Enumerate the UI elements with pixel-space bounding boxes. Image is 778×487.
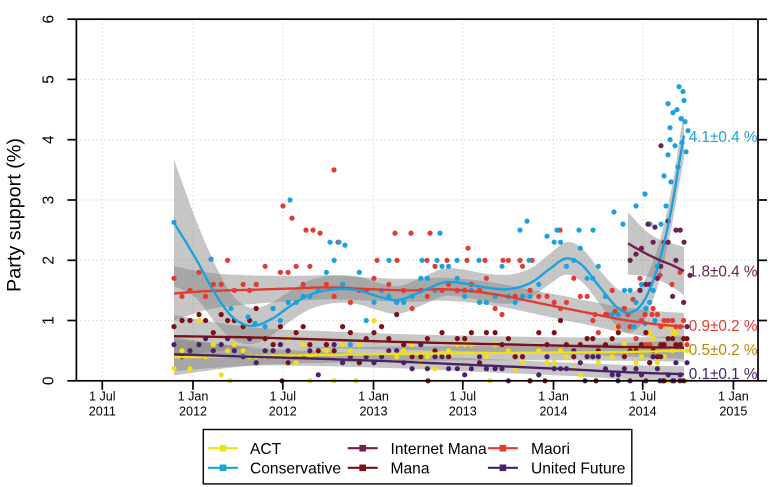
svg-text:1 Jan: 1 Jan	[718, 389, 749, 403]
svg-text:0.5±0.2 %: 0.5±0.2 %	[689, 342, 758, 359]
svg-text:Conservative: Conservative	[250, 461, 341, 478]
svg-text:2013: 2013	[449, 404, 477, 418]
svg-text:0.1±0.1 %: 0.1±0.1 %	[689, 366, 758, 383]
svg-text:2015: 2015	[719, 404, 747, 418]
svg-text:1 Jan: 1 Jan	[538, 389, 569, 403]
svg-text:Party support (%): Party support (%)	[4, 138, 26, 292]
svg-text:1 Jul: 1 Jul	[89, 389, 116, 403]
svg-text:Mana: Mana	[391, 461, 430, 478]
svg-text:1: 1	[41, 316, 58, 325]
svg-text:1.8±0.4 %: 1.8±0.4 %	[689, 264, 758, 281]
svg-text:0.9±0.2 %: 0.9±0.2 %	[689, 318, 758, 335]
svg-text:2014: 2014	[539, 404, 567, 418]
svg-text:2014: 2014	[629, 404, 657, 418]
svg-text:ACT: ACT	[250, 441, 282, 458]
svg-text:2012: 2012	[269, 404, 297, 418]
svg-text:6: 6	[41, 15, 58, 24]
svg-text:Internet Mana: Internet Mana	[391, 441, 488, 458]
svg-text:1 Jan: 1 Jan	[178, 389, 209, 403]
svg-text:1 Jul: 1 Jul	[629, 389, 656, 403]
svg-text:2011: 2011	[89, 404, 116, 418]
svg-text:Maori: Maori	[531, 441, 570, 458]
svg-text:0: 0	[41, 376, 58, 385]
svg-text:2: 2	[41, 256, 58, 265]
svg-text:1 Jan: 1 Jan	[358, 389, 389, 403]
svg-text:1 Jul: 1 Jul	[449, 389, 476, 403]
svg-text:3: 3	[41, 196, 58, 205]
svg-text:United Future: United Future	[531, 461, 625, 478]
svg-text:2013: 2013	[359, 404, 387, 418]
svg-text:2012: 2012	[179, 404, 207, 418]
svg-text:1 Jul: 1 Jul	[269, 389, 296, 403]
svg-text:4.1±0.4 %: 4.1±0.4 %	[689, 129, 758, 146]
svg-text:4: 4	[41, 135, 58, 144]
svg-text:5: 5	[41, 75, 58, 84]
